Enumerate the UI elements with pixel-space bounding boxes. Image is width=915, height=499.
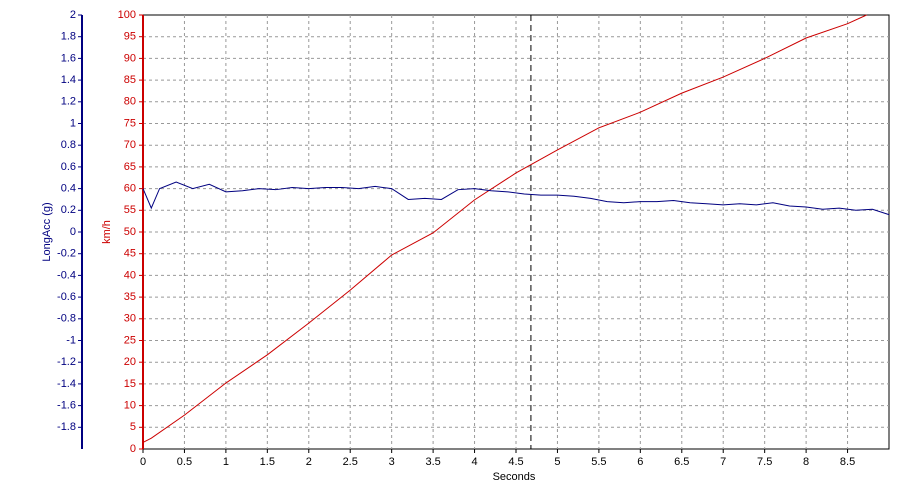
x-tick-label: 8 (803, 456, 809, 468)
x-tick-label: 0.5 (177, 456, 192, 468)
x-tick-label: 3 (389, 456, 395, 468)
y2-tick-label: -1.4 (57, 378, 76, 390)
x-tick-label: 2 (306, 456, 312, 468)
x-tick-label: 1 (223, 456, 229, 468)
y2-tick-label: 0 (70, 226, 76, 238)
y2-tick-label: -1 (66, 334, 76, 346)
data-line (142, 181, 890, 216)
x-tick-label: 4.5 (508, 456, 523, 468)
y2-tick-label: -0.2 (57, 248, 76, 260)
y-tick-label: 75 (124, 117, 136, 129)
x-tick-label: 8.5 (840, 456, 855, 468)
y-tick-label: 45 (124, 248, 136, 260)
y-tick-label: 25 (124, 334, 136, 346)
x-tick-label: 4 (471, 456, 477, 468)
y2-tick-label: 0.2 (61, 204, 76, 216)
y2-tick-label: 2 (70, 9, 76, 21)
data-line (142, 14, 867, 443)
y-tick-label: 95 (124, 31, 136, 43)
x-axis-title: Seconds (493, 471, 536, 483)
y-tick-label: 20 (124, 356, 136, 368)
y-tick-label: 30 (124, 313, 136, 325)
y2-tick-label: -0.6 (57, 291, 76, 303)
y2-tick-label: 1.6 (61, 52, 76, 64)
x-tick-label: 6 (637, 456, 643, 468)
y2-tick-label: 0.4 (61, 183, 76, 195)
y2-tick-label: 1.8 (61, 31, 76, 43)
y2-axis-title: LongAcc (g) (41, 202, 53, 261)
y-tick-label: 10 (124, 400, 136, 412)
y2-tick-label: 1.4 (61, 74, 76, 86)
y-tick-label: 60 (124, 183, 136, 195)
y2-tick-label: -1.6 (57, 400, 76, 412)
y-tick-label: 70 (124, 139, 136, 151)
x-tick-label: 5.5 (591, 456, 606, 468)
y2-tick-label: -1.2 (57, 356, 76, 368)
y2-tick-label: 0.8 (61, 139, 76, 151)
y-axis-title: km/h (101, 220, 113, 244)
y-tick-label: 40 (124, 269, 136, 281)
x-tick-label: 7.5 (757, 456, 772, 468)
y2-tick-label: 1.2 (61, 96, 76, 108)
y-tick-label: 50 (124, 226, 136, 238)
x-tick-label: 3.5 (425, 456, 440, 468)
x-tick-label: 2.5 (343, 456, 358, 468)
x-tick-label: 6.5 (674, 456, 689, 468)
x-tick-label: 1.5 (260, 456, 275, 468)
y-tick-label: 55 (124, 204, 136, 216)
x-tick-label: 5 (554, 456, 560, 468)
y-tick-label: 35 (124, 291, 136, 303)
y-tick-label: 100 (118, 9, 136, 21)
y2-tick-label: 0.6 (61, 161, 76, 173)
x-tick-label: 7 (720, 456, 726, 468)
y2-tick-label: 1 (70, 117, 76, 129)
y-tick-label: 15 (124, 378, 136, 390)
y2-tick-label: -0.4 (57, 269, 76, 281)
y-tick-label: 0 (130, 443, 136, 455)
y-tick-label: 5 (130, 421, 136, 433)
y-tick-label: 85 (124, 74, 136, 86)
y-tick-label: 65 (124, 161, 136, 173)
y-tick-label: 80 (124, 96, 136, 108)
y-tick-label: 90 (124, 52, 136, 64)
x-tick-label: 0 (140, 456, 146, 468)
y2-tick-label: -0.8 (57, 313, 76, 325)
y2-tick-label: -1.8 (57, 421, 76, 433)
